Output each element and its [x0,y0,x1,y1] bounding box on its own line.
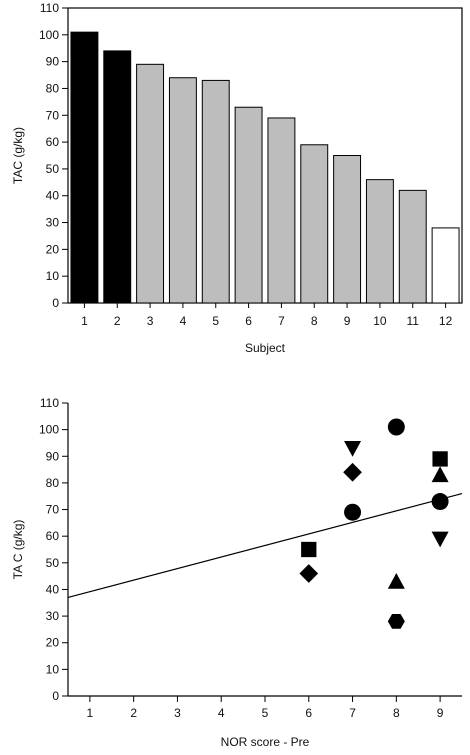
bar-y-tick-label-20: 20 [46,242,60,256]
scatter-x-tick-label-3: 3 [174,706,181,720]
regression-line [67,492,463,599]
bar-10 [365,179,394,304]
bar-x-tick-label-2: 2 [114,314,121,328]
scatter-y-tick-label-50: 50 [46,556,60,570]
bar-y-tick-label-40: 40 [46,189,60,203]
scatter-x-tick-label-5: 5 [262,706,269,720]
bar-y-tick-label-80: 80 [46,81,60,95]
scatter-x-tick-label-6: 6 [305,706,312,720]
bar-12 [431,227,460,304]
bar-1 [70,31,99,304]
bar-y-tick-label-0: 0 [52,296,59,310]
scatter-y-tick-label-0: 0 [52,689,59,703]
bar-y-tick-label-100: 100 [39,28,59,42]
bar-x-tick-label-5: 5 [212,314,219,328]
bar-x-tick-label-1: 1 [81,314,88,328]
scatter-x-tick-label-9: 9 [437,706,444,720]
scatter-point-5 [344,503,362,521]
bar-7 [267,117,296,304]
scatter-point-3 [344,441,362,457]
bar-2 [103,50,132,304]
bar-y-tick-label-70: 70 [46,108,60,122]
scatter-x-tick-label-4: 4 [218,706,225,720]
scatter-y-tick-label-110: 110 [40,396,59,410]
bar-3 [136,63,165,304]
scatter-y-tick-label-90: 90 [46,449,60,463]
bar-y-axis-title: TAC (g/kg) [11,127,25,184]
bar-x-tick-label-12: 12 [439,314,453,328]
bar-5 [201,79,230,304]
scatter-x-axis-title: NOR score - Pre [221,735,310,749]
scatter-y-tick-label-80: 80 [46,476,60,490]
bar-y-tick-label-90: 90 [46,55,60,69]
bar-y-tick-label-30: 30 [46,216,60,230]
bar-y-tick-label-10: 10 [46,269,60,283]
bar-y-tick-label-50: 50 [46,162,60,176]
scatter-chart: 0 10 20 30 40 50 60 70 80 90 100 110 1 2 3 4 5 6 7 8 9 NOR sc… [11,396,463,749]
bar-x-tick-label-7: 7 [278,314,285,328]
bar-x-tick-label-11: 11 [407,314,420,328]
scatter-x-tick-label-7: 7 [349,706,356,720]
bar-6 [234,106,263,304]
bar-9 [333,155,362,304]
scatter-point-7 [387,572,405,589]
scatter-point-6 [387,418,405,436]
scatter-point-12 [431,531,449,548]
bar-y-tick-label-110: 110 [40,1,59,15]
scatter-y-tick-label-20: 20 [46,636,60,650]
bar-8 [300,144,329,304]
bar-x-tick-label-10: 10 [373,314,387,328]
scatter-x-tick-label-2: 2 [130,706,137,720]
scatter-point-4 [343,462,362,482]
scatter-point-1 [301,541,317,558]
scatter-y-tick-label-100: 100 [39,423,59,437]
bar-plot-frame [67,7,463,304]
scatter-y-tick-label-60: 60 [46,529,60,543]
scatter-x-tick-label-8: 8 [393,706,400,720]
scatter-point-2 [299,564,319,583]
scatter-point-10 [431,466,449,483]
bar-x-tick-label-3: 3 [147,314,154,328]
bar-x-tick-label-8: 8 [311,314,318,328]
bar-y-tick-label-60: 60 [46,135,60,149]
scatter-y-tick-label-40: 40 [46,582,60,596]
scatter-y-tick-label-30: 30 [46,609,60,623]
bar-x-tick-label-4: 4 [180,314,187,328]
bar-4 [168,77,197,304]
bar-x-tick-label-9: 9 [344,314,351,328]
bar-x-tick-label-6: 6 [245,314,252,328]
scatter-y-tick-label-70: 70 [46,503,60,517]
scatter-x-tick-label-1: 1 [87,706,94,720]
scatter-point-11 [431,493,449,511]
bar-11 [398,189,427,304]
scatter-point-9 [432,451,448,467]
scatter-point-8 [387,614,405,629]
scatter-y-axis-title: TA C (g/kg) [11,520,25,580]
bar-x-axis-title: Subject [245,341,286,355]
scatter-y-tick-label-10: 10 [46,662,60,676]
